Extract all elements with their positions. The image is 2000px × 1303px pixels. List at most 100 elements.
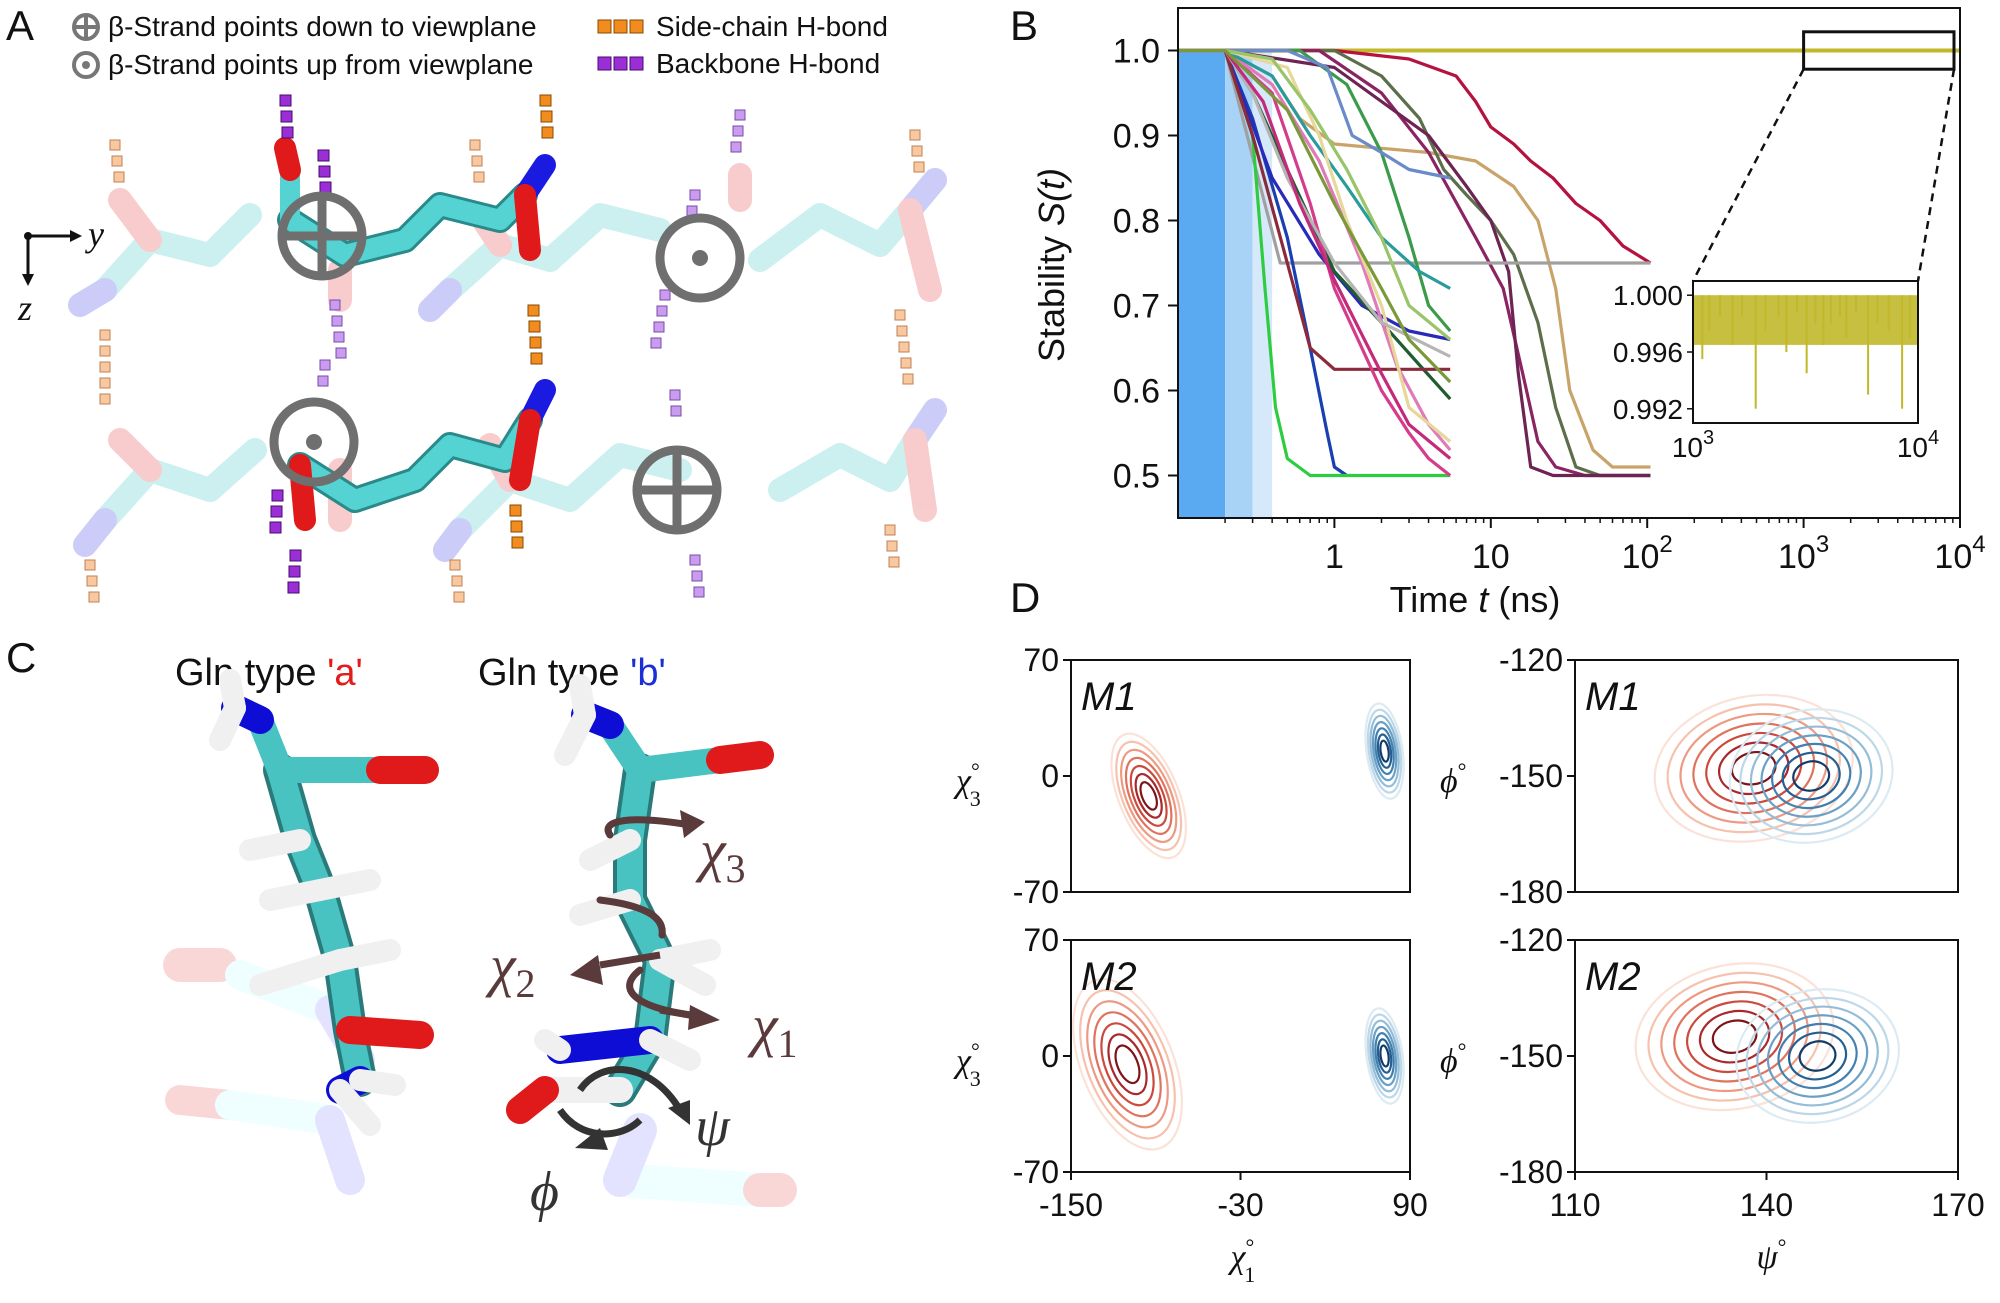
inset-x-tick-label: 103 bbox=[1672, 427, 1714, 463]
x-axis-title: Time t (ns) bbox=[1390, 579, 1561, 620]
contour-blue-level-4 bbox=[1777, 1022, 1858, 1090]
contour-blue-level-3 bbox=[1371, 721, 1398, 782]
x-tick-label: -30 bbox=[1217, 1187, 1263, 1223]
series-line-21 bbox=[1178, 48, 1452, 384]
y-tick-label: 70 bbox=[1023, 922, 1059, 958]
y-tick-label: 0 bbox=[1041, 758, 1059, 794]
y-axis-title: Stability S(t) bbox=[1031, 168, 1072, 362]
plot-frame bbox=[1177, 7, 1961, 519]
panel-d-letter: D bbox=[1010, 574, 1040, 621]
y-tick-label: 0.6 bbox=[1113, 373, 1160, 411]
chi2-label: χ2 bbox=[485, 933, 536, 1006]
chi2-arrowhead bbox=[570, 955, 603, 985]
chi2-arc bbox=[596, 896, 666, 939]
panel-c-letter: C bbox=[6, 634, 36, 681]
y-tick-label: 0.7 bbox=[1113, 288, 1160, 326]
contour-red-level-0 bbox=[1072, 977, 1183, 1151]
contour-red-level-2 bbox=[1120, 748, 1178, 844]
contour-blue-level-5 bbox=[1787, 1031, 1848, 1081]
inset-y-tick-label: 0.996 bbox=[1613, 337, 1683, 368]
x-tick-label: 1 bbox=[1325, 538, 1344, 576]
panel-a-letter: A bbox=[6, 2, 34, 49]
y-tick-label: -70 bbox=[1013, 874, 1059, 910]
legend-backbone: Backbone H-bond bbox=[597, 48, 880, 79]
contour-blue-level-3 bbox=[1766, 1014, 1869, 1098]
contour-red-level-5 bbox=[1134, 773, 1163, 819]
inset-band bbox=[1694, 295, 1917, 345]
gln-type-a-prefix: Gln type bbox=[175, 652, 327, 694]
contour-red-level-4 bbox=[1129, 764, 1168, 827]
stability-chart: 0.5 0.6 0.7 0.8 0.9 1.0 1 10 102 103 104 Time t (ns… bbox=[1031, 7, 1986, 620]
y-tick-label: 1.0 bbox=[1113, 33, 1160, 71]
contour-red-level-1 bbox=[1115, 740, 1183, 852]
contour-red-level-3 bbox=[1692, 722, 1816, 815]
x-tick-label: 110 bbox=[1549, 1187, 1600, 1223]
contour-red-level-4 bbox=[1685, 1000, 1784, 1074]
gln-type-b-prefix: Gln type bbox=[478, 652, 630, 694]
y-axis-label: ϕ° bbox=[1440, 1038, 1466, 1080]
zoom-connector-right bbox=[1916, 68, 1956, 282]
contour-blue-level-4 bbox=[1374, 1032, 1395, 1080]
contour-blue-level-0 bbox=[1728, 708, 1894, 844]
contour-red-level-0 bbox=[1110, 732, 1188, 860]
circle-plus-icon bbox=[277, 191, 367, 281]
y-tick-label: -120 bbox=[1499, 642, 1563, 678]
h-bonds bbox=[84, 94, 925, 603]
model-label: M1 bbox=[1081, 675, 1137, 719]
inset-x-tick-label: 104 bbox=[1897, 427, 1939, 463]
chi3-arrowhead bbox=[680, 810, 705, 838]
zoom-box bbox=[1802, 30, 1956, 71]
contour-blue-level-4 bbox=[1771, 742, 1852, 810]
contour-blue-level-5 bbox=[1376, 733, 1393, 769]
y-tick-label: 0 bbox=[1041, 1038, 1059, 1074]
legend-sidechain: Side-chain H-bond bbox=[597, 11, 888, 42]
contour-blue-level-4 bbox=[1374, 727, 1395, 776]
axis-z-label: z bbox=[17, 288, 32, 328]
panel-b-letter: B bbox=[1010, 2, 1038, 49]
y-tick-label: 0.8 bbox=[1113, 203, 1160, 241]
contour-red-level-3 bbox=[1124, 756, 1173, 835]
x-tick-label: 104 bbox=[1934, 531, 1985, 576]
chi3-label: χ3 bbox=[695, 818, 746, 891]
x-tick-label: 102 bbox=[1622, 531, 1673, 576]
x-tick-label: 170 bbox=[1931, 1187, 1984, 1223]
contour-red-level-2 bbox=[1660, 981, 1809, 1093]
gln-type-b-label: 'b' bbox=[630, 652, 666, 694]
strand-symbols bbox=[269, 191, 745, 535]
model-label: M1 bbox=[1585, 675, 1641, 719]
inset-y-tick-label: 0.992 bbox=[1613, 394, 1683, 425]
model-label: M2 bbox=[1585, 955, 1641, 999]
circle-dot-icon bbox=[72, 51, 100, 79]
phi-label: ϕ bbox=[530, 1161, 559, 1223]
contour-red-level-5 bbox=[1698, 1009, 1771, 1064]
contour-blue-level-5 bbox=[1376, 1038, 1393, 1074]
circle-dot-icon bbox=[269, 397, 359, 487]
x-tick-label: 90 bbox=[1392, 1187, 1428, 1223]
y-tick-label: -120 bbox=[1499, 922, 1563, 958]
contour-red-level-4 bbox=[1705, 731, 1803, 805]
faded-strands bbox=[68, 163, 947, 562]
contour-red-level-3 bbox=[1093, 1011, 1162, 1118]
dihedral-arrowheads bbox=[570, 810, 720, 1030]
legend-up-symbol: β-Strand points up from viewplane bbox=[72, 49, 533, 80]
series-line-1 bbox=[1178, 48, 1652, 265]
y-tick-label: -150 bbox=[1499, 1038, 1563, 1074]
shade-region-2 bbox=[1225, 50, 1253, 518]
y-tick-label: -150 bbox=[1499, 758, 1563, 794]
series-line-3 bbox=[1178, 48, 1651, 478]
y-axis-label: χ° 3 bbox=[953, 758, 981, 811]
y-tick-label: 0.9 bbox=[1113, 118, 1160, 156]
legend-down-symbol: β-Strand points down to viewplane bbox=[72, 11, 537, 42]
y-axis-label: ϕ° bbox=[1440, 758, 1466, 800]
contour-blue-level-1 bbox=[1366, 708, 1403, 794]
chi3-arc bbox=[604, 816, 694, 839]
contour-blue-level-1 bbox=[1366, 1013, 1403, 1099]
x-axis-label: χ° 1 bbox=[1228, 1234, 1256, 1287]
panel-a: A β-Strand points down to viewplane β-St… bbox=[6, 2, 947, 603]
contour-red-level-2 bbox=[1086, 1000, 1169, 1129]
legend-up-text: β-Strand points up from viewplane bbox=[108, 49, 533, 80]
legend-backbone-text: Backbone H-bond bbox=[656, 48, 880, 79]
legend-down-text: β-Strand points down to viewplane bbox=[108, 11, 537, 42]
